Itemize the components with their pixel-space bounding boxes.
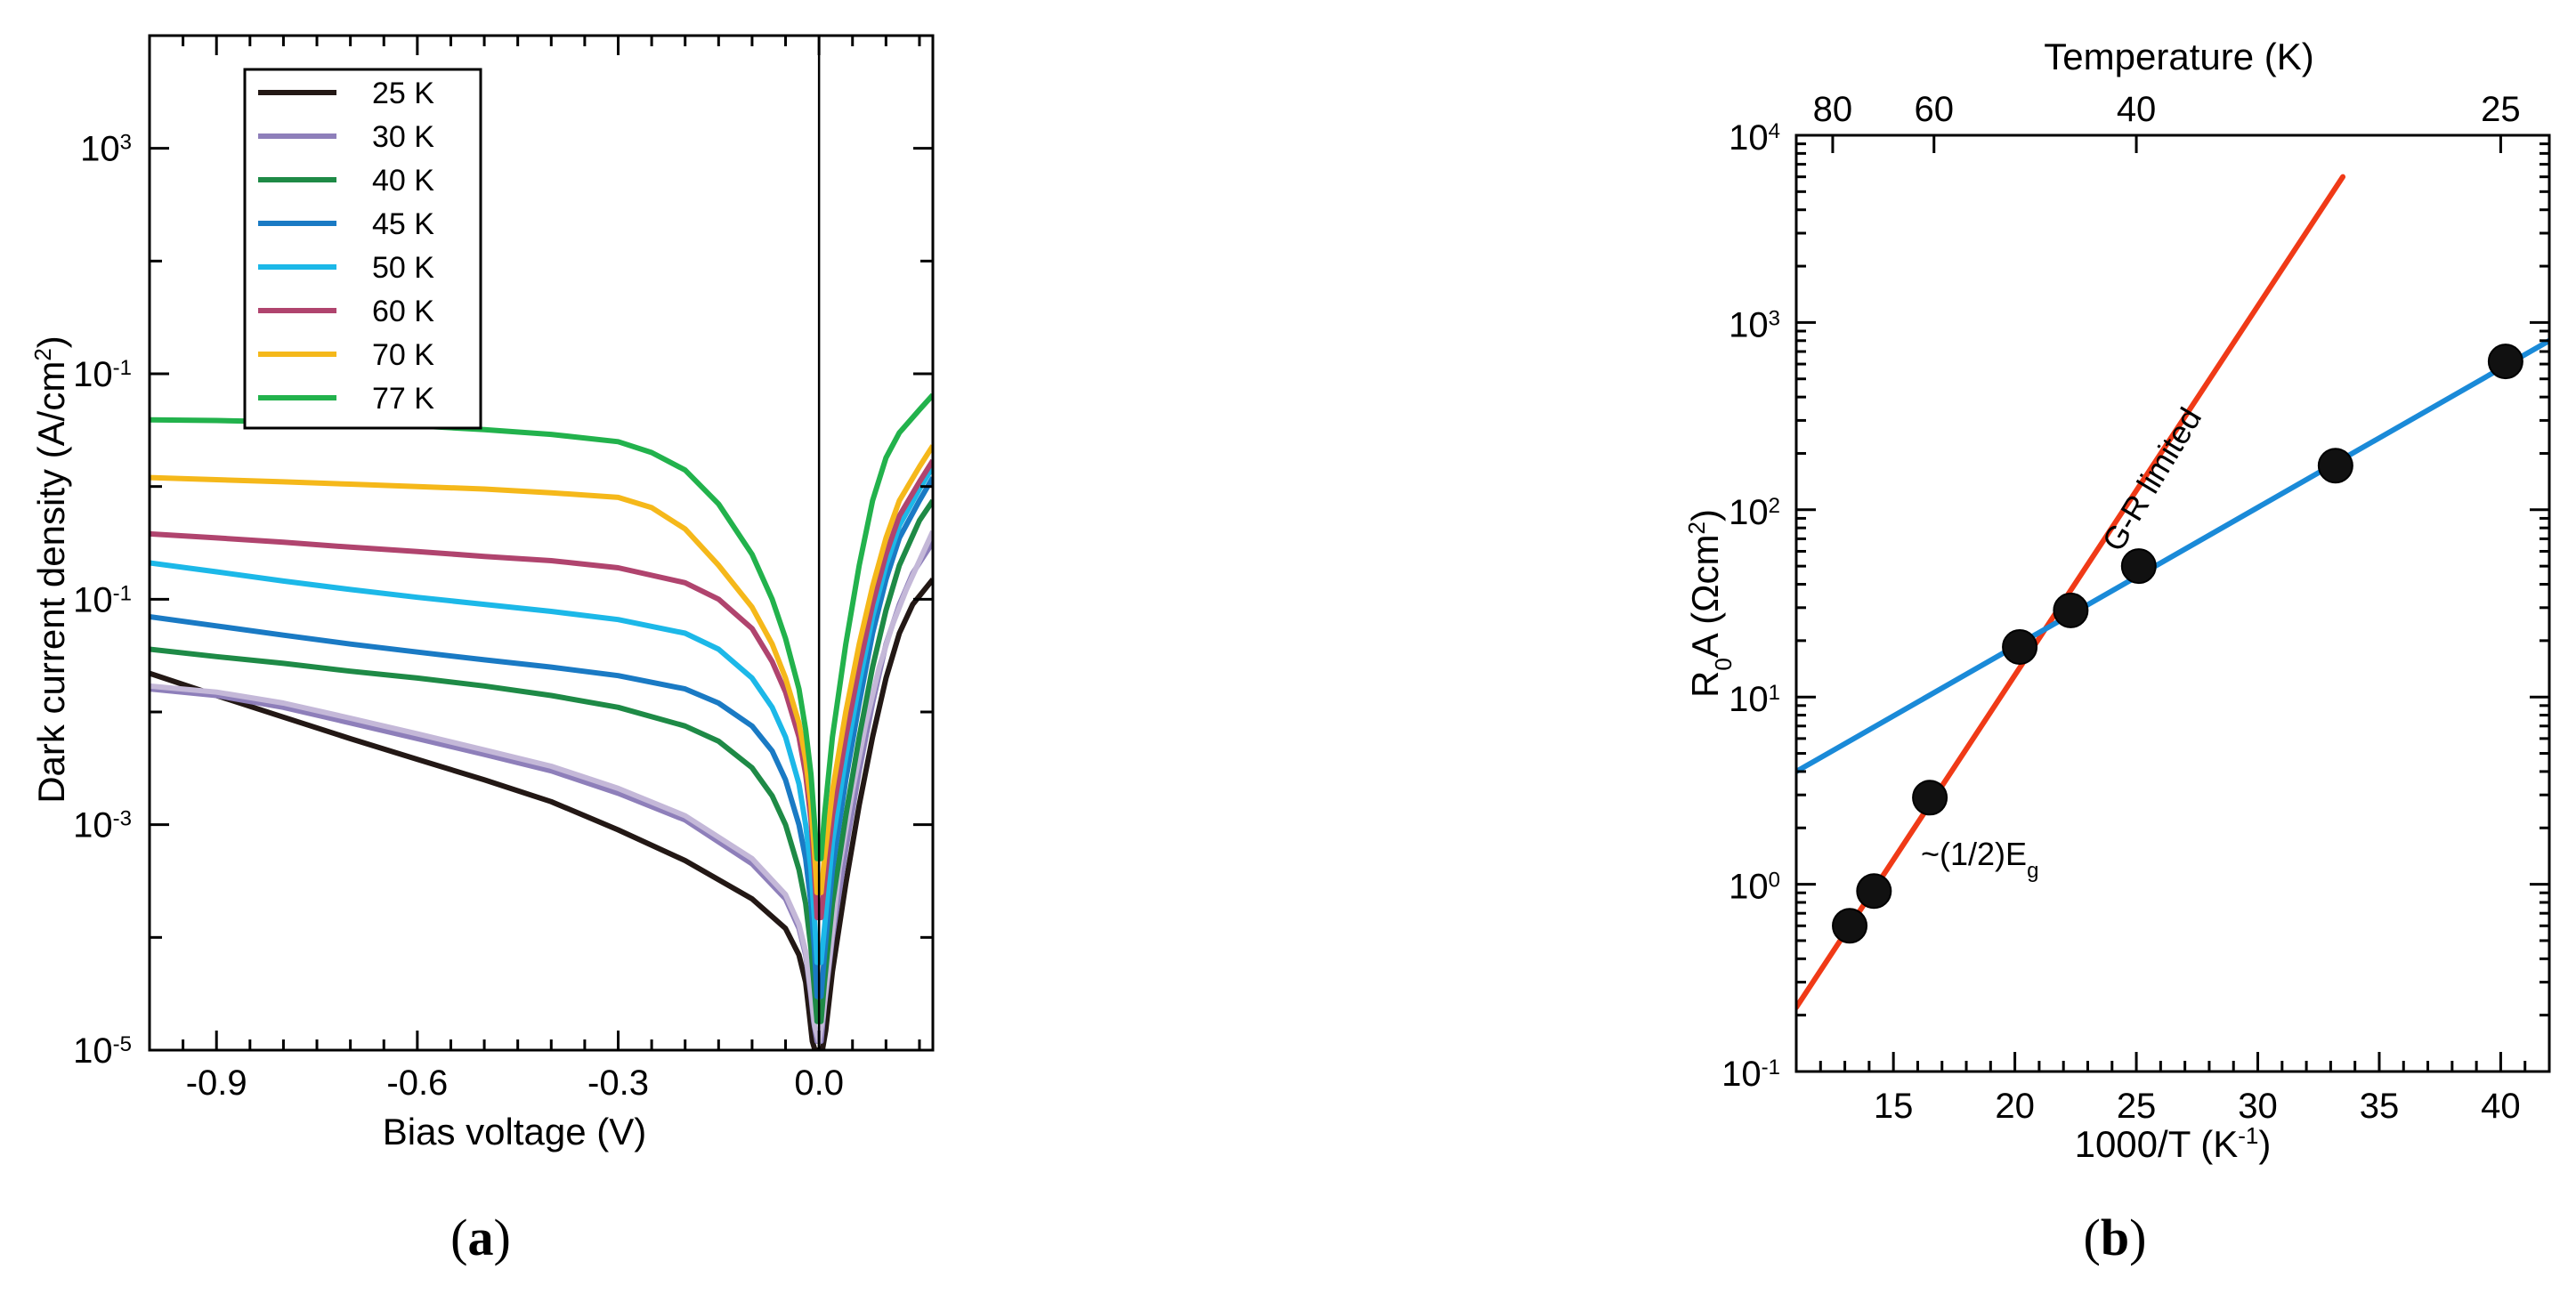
legend-label-40-k: 40 K [372, 164, 434, 198]
chart-b-plot-frame [1794, 133, 2551, 1073]
legend-label-60-k: 60 K [372, 295, 434, 328]
chart-b-y-axis-label: R0A (Ωcm2) [1683, 509, 1737, 698]
y-tick-label: 101 [1729, 680, 1780, 719]
data-point [1856, 873, 1892, 910]
chart-b-annotation-half-eg: ~(1/2)Eg [1921, 836, 2038, 883]
data-point [2002, 628, 2038, 665]
chart-b-annotation-gr-limited: G-R limited [2094, 401, 2208, 557]
fit-line-diffusion [1796, 337, 2549, 774]
series-line-77-k [150, 392, 933, 861]
x-tick-label: -0.9 [186, 1063, 247, 1103]
x-tick-label: 30 [2238, 1087, 2278, 1126]
series-line-70-k [150, 444, 933, 895]
top-tick-label: 60 [1914, 90, 1954, 129]
y-tick-label: 103 [80, 130, 132, 169]
top-tick-label: 25 [2481, 90, 2521, 129]
chart-a-curves [150, 392, 933, 1050]
data-point [1912, 780, 1948, 816]
y-tick-label: 102 [1729, 493, 1780, 532]
x-tick-label: -0.3 [587, 1063, 649, 1103]
y-tick-label: 103 [1729, 305, 1780, 344]
x-tick-label: 25 [2117, 1087, 2157, 1126]
series-line-45-k [150, 476, 933, 999]
legend-label-70-k: 70 K [372, 338, 434, 372]
legend-label-50-k: 50 K [372, 251, 434, 285]
chart-a: -0.9 -0.6 -0.3 0.0 10-5 10-3 10-1 10-1 103 Bias… [29, 34, 935, 1266]
data-point [2053, 592, 2089, 628]
chart-b-x-axis-label: 1000/T (K-1) [2075, 1122, 2272, 1165]
legend-label-77-k: 77 K [372, 382, 434, 416]
x-tick-label: 35 [2360, 1087, 2400, 1126]
data-point [2120, 548, 2157, 585]
chart-b-points [1832, 344, 2523, 944]
y-tick-label: 10-1 [1721, 1055, 1780, 1094]
x-tick-label: 0.0 [794, 1063, 844, 1103]
y-tick-label: 10-5 [73, 1031, 132, 1071]
data-point [2317, 448, 2353, 484]
series-line-25-k [150, 578, 933, 1050]
data-point [2487, 344, 2523, 380]
chart-b-top-axis-label: Temperature (K) [2044, 36, 2313, 77]
top-tick-label: 40 [2117, 90, 2157, 129]
data-point [1832, 908, 1868, 944]
chart-a-x-ticks: -0.9 -0.6 -0.3 0.0 [182, 36, 921, 1103]
chart-a-legend: 25 K 30 K 40 K 45 K 50 K 60 K 70 K 77 K [243, 68, 482, 430]
chart-a-y-ticks: 10-5 10-3 10-1 10-1 103 [73, 34, 933, 1071]
y-tick-label: 100 [1729, 868, 1780, 907]
panel-label-b: (b) [2084, 1209, 2147, 1266]
x-tick-label: 40 [2481, 1087, 2521, 1126]
series-line-30-k-pale [150, 530, 933, 1044]
series-line-40-k [150, 498, 933, 1024]
legend-label-25-k: 25 K [372, 77, 434, 110]
chart-a-legend-box [243, 68, 482, 430]
y-tick-label: 10-1 [73, 355, 132, 394]
chart-b: 15 20 25 30 35 40 10-1 100 101 102 103 104 80 60 40 2… [1683, 36, 2551, 1266]
top-tick-label: 80 [1813, 90, 1853, 129]
y-tick-label: 10-1 [73, 580, 132, 619]
panel-label-a: (a) [450, 1209, 511, 1266]
legend-label-45-k: 45 K [372, 207, 434, 241]
chart-b-fit-lines [1796, 174, 2549, 1010]
chart-b-top-ticks: 80 60 40 25 [1813, 90, 2521, 153]
chart-b-y-ticks: 10-1 100 101 102 103 104 [1721, 118, 2549, 1094]
chart-b-x-ticks: 15 20 25 30 35 40 [1819, 1052, 2551, 1126]
chart-a-x-axis-label: Bias voltage (V) [383, 1111, 646, 1152]
y-tick-label: 10-3 [73, 806, 132, 845]
fit-line-g-r-limited [1796, 174, 2346, 1010]
legend-label-30-k: 30 K [372, 120, 434, 154]
x-tick-label: 15 [1874, 1087, 1914, 1126]
x-tick-label: -0.6 [386, 1063, 448, 1103]
series-line-50-k [150, 465, 933, 966]
chart-a-y-axis-label: Dark current density (A/cm2) [29, 336, 72, 804]
x-tick-label: 20 [1995, 1087, 2035, 1126]
y-tick-label: 104 [1729, 118, 1780, 158]
chart-a-plot-frame [148, 34, 935, 1052]
